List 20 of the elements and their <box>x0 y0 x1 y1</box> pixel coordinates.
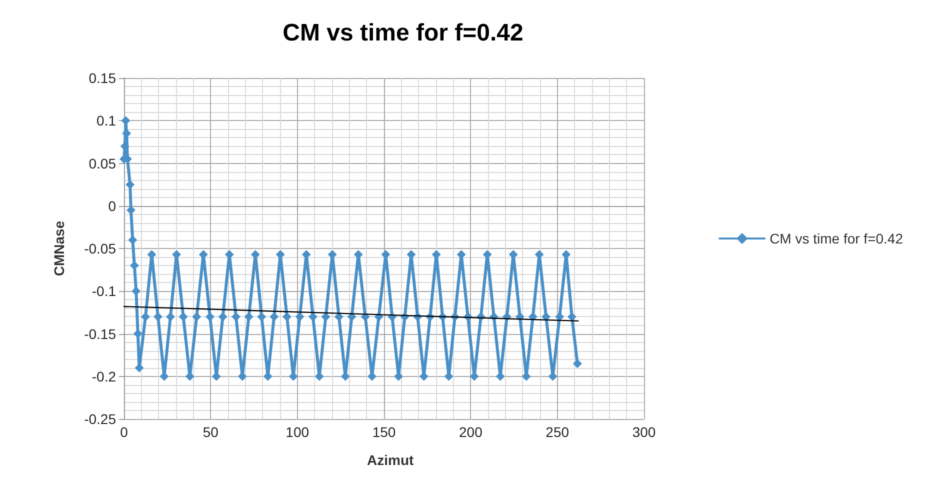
x-tick-label: 300 <box>632 424 656 440</box>
x-tick-label: 250 <box>546 424 570 440</box>
x-tick-label: 200 <box>458 424 483 440</box>
x-tick-label: 100 <box>286 424 310 440</box>
x-tick-label: 150 <box>372 424 396 440</box>
y-tick-label: -0.1 <box>92 283 116 300</box>
y-tick-label: -0.05 <box>84 240 116 256</box>
y-tick-label: 0 <box>108 198 116 214</box>
chart-title: CM vs time for f=0.42 <box>282 20 524 46</box>
x-tick-label: 0 <box>120 424 128 440</box>
y-tick-label: 0.15 <box>88 70 116 86</box>
y-axis-title: CMNase <box>51 220 67 276</box>
x-tick-label: 50 <box>202 424 219 440</box>
y-tick-label: -0.2 <box>92 368 116 384</box>
y-tick-label: 0.05 <box>88 155 116 172</box>
y-tick-label: -0.15 <box>84 326 116 342</box>
y-tick-label: -0.25 <box>84 411 116 427</box>
y-tick-label: 0.1 <box>96 112 116 129</box>
legend-label: CM vs time for f=0.42 <box>770 230 904 246</box>
x-axis-title: Azimut <box>367 452 414 468</box>
